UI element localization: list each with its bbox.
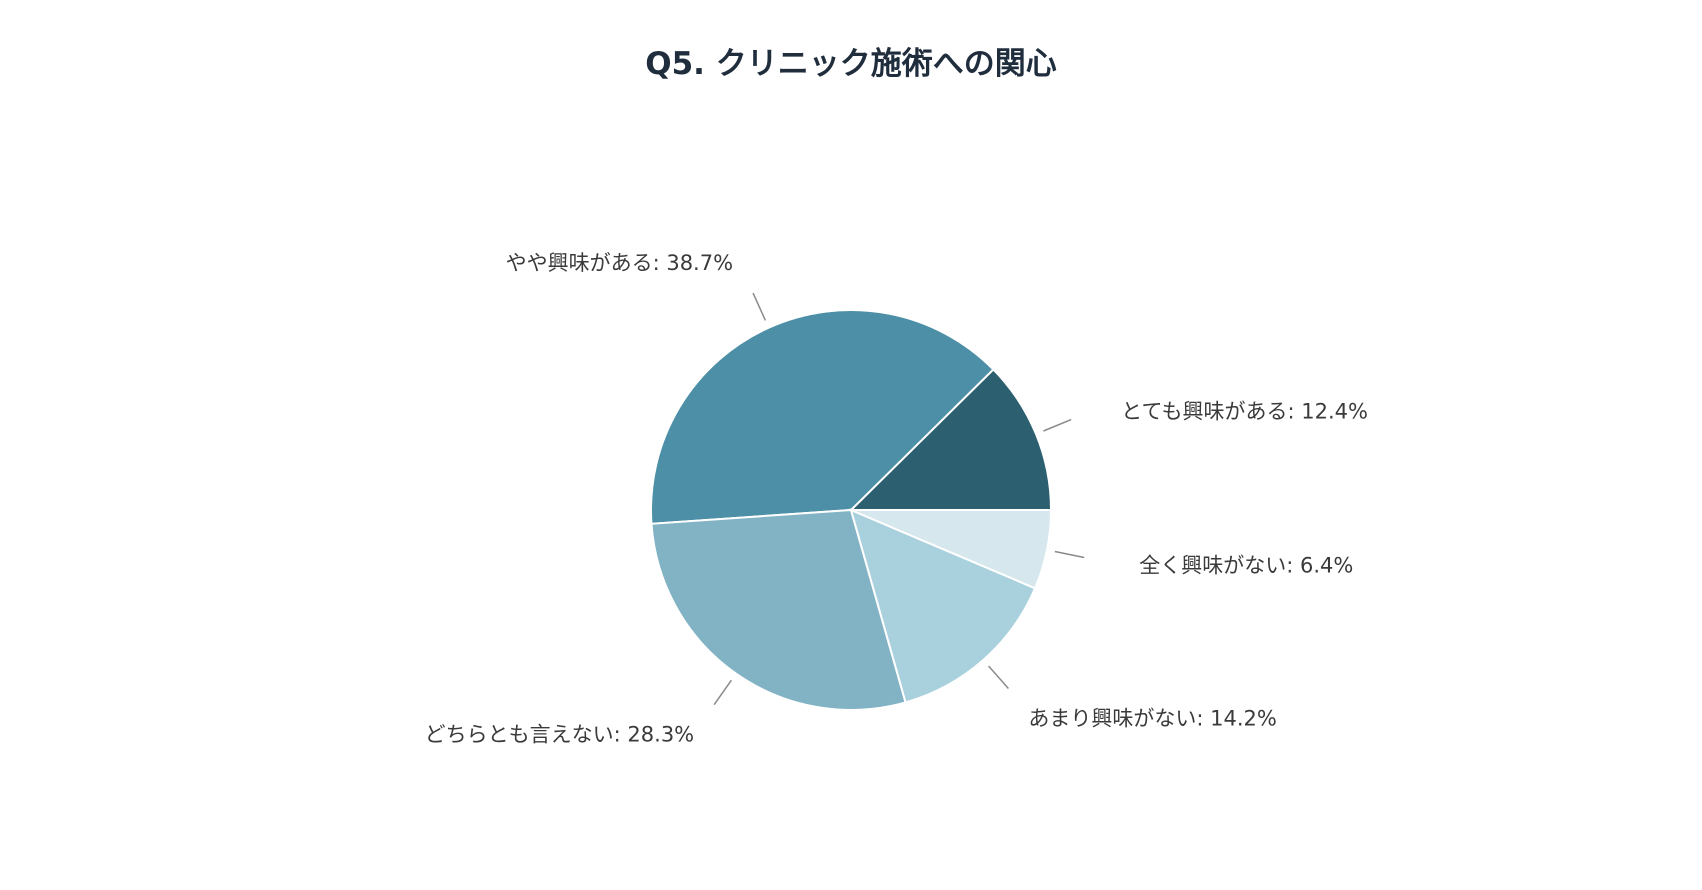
leader-line <box>987 665 1009 690</box>
leader-line <box>1054 550 1085 559</box>
slice-labels: とても興味がある: 12.4% やや興味がある: 38.7% どちらとも言えない: … <box>425 251 1368 747</box>
leader-line <box>1043 418 1072 432</box>
chart-title: Q5. クリニック施術への関心 <box>645 46 1057 82</box>
slice-label: あまり興味がない: 14.2% <box>1028 707 1276 731</box>
pie-slice <box>849 508 1037 704</box>
pie-slices <box>650 309 1053 711</box>
slice-label: 全く興味がない: 6.4% <box>1139 554 1353 578</box>
slice-label: どちらとも言えない: 28.3% <box>425 723 694 747</box>
slice-label: やや興味がある: 38.7% <box>506 251 733 275</box>
pie-slice <box>850 509 1053 590</box>
slice-label: とても興味がある: 12.4% <box>1121 400 1368 424</box>
pie-slice <box>848 368 1053 511</box>
pie-slice <box>650 508 907 711</box>
pie-slice <box>650 309 995 525</box>
leader-lines <box>713 292 1085 706</box>
leader-line <box>752 292 767 321</box>
leader-line <box>713 679 733 706</box>
